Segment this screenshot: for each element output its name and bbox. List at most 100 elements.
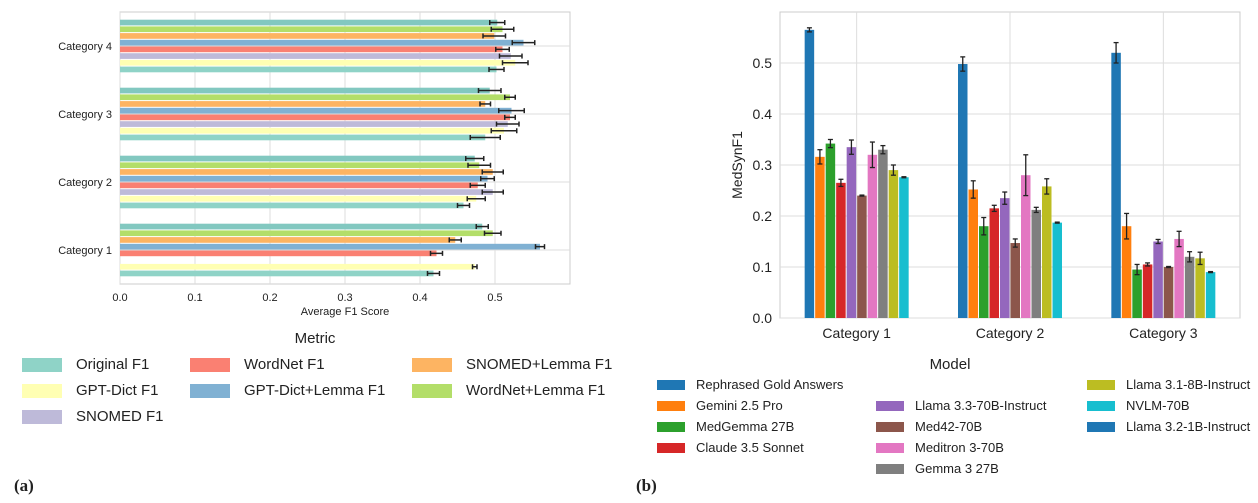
bar-wordnet-f1 (120, 46, 503, 53)
legend-swatch (412, 357, 452, 372)
x-tick-label: 0.5 (487, 292, 502, 304)
bar-series-7 (120, 155, 475, 162)
bar-snomed-lemma-f1 (120, 101, 486, 107)
legend-label: MedGemma 27B (696, 419, 795, 434)
bar-original-f1 (120, 66, 497, 73)
legend-item-gpt-dict-lemma-f1: GPT-Dict+Lemma F1 (190, 382, 385, 399)
bar-series-7 (120, 87, 490, 94)
legend-label: Llama 3.3-70B-Instruct (915, 398, 1047, 413)
bar-nvlm-70b (1052, 222, 1062, 318)
bar-original-f1 (120, 134, 486, 141)
y-tick-label: 0.4 (753, 106, 773, 122)
legend-label: GPT-Dict+Lemma F1 (244, 382, 386, 399)
x-tick-label: 0.0 (112, 292, 127, 304)
bar-snomed-lemma-f1 (120, 33, 495, 39)
bar-gpt-dict-lemma-f1 (120, 243, 540, 250)
legend-swatch (1087, 400, 1115, 411)
bar-series-7 (120, 223, 483, 230)
legend-item-gpt-dict-f1: GPT-Dict F1 (22, 382, 159, 399)
legend-item-llama-3-2-1b-instruct: Llama 3.2-1B-Instruct (1087, 419, 1250, 434)
legend-label: SNOMED+Lemma F1 (466, 356, 613, 373)
legend-swatch (1087, 421, 1115, 432)
bar-gpt-dict-lemma-f1 (120, 107, 512, 114)
bar-llama-3-3-70b-instruct (1153, 241, 1163, 318)
bar-snomed-lemma-f1 (120, 169, 493, 175)
legend-a: Original F1 GPT-Dict F1 SNOMED F1 WordNet F… (22, 356, 612, 425)
legend-label: Rephrased Gold Answers (696, 377, 844, 392)
x-axis-label: Average F1 Score (301, 306, 389, 318)
bar-claude-3-5-sonnet (989, 208, 999, 318)
legend-label: SNOMED F1 (76, 408, 164, 425)
legend-swatch (657, 379, 685, 390)
y-axis-label: MedSynF1 (729, 131, 745, 199)
bar-gpt-dict-lemma-f1 (120, 175, 488, 182)
legend-swatch (657, 400, 685, 411)
bar-claude-3-5-sonnet (1142, 264, 1153, 318)
x-tick-label: Category 1 (822, 325, 891, 341)
x-tick-label: 0.4 (412, 292, 427, 304)
bar-wordnet-lemma-f1 (120, 26, 503, 33)
legend-item-original-f1: Original F1 (22, 356, 149, 373)
legend-label: Gemma 3 27B (915, 461, 999, 476)
legend-item-medgemma-27b: MedGemma 27B (657, 419, 794, 434)
legend-swatch (876, 421, 904, 432)
bar-gpt-dict-f1 (120, 127, 504, 134)
chart-a: 0.0 0.1 0.2 0.3 0.4 0.5 Category 1 Category 2 Ca… (58, 11, 571, 318)
legend-swatch (412, 383, 452, 398)
legend-item-snomed-lemma-f1: SNOMED+Lemma F1 (412, 356, 612, 373)
y-tick-label: 0.2 (753, 208, 773, 224)
legend-item-llama-3-1-8b-instruct: Llama 3.1-8B-Instruct (1087, 377, 1250, 392)
bar-med42-70b (857, 195, 867, 318)
bar-gpt-dict-f1 (120, 263, 475, 270)
bar-gemma-3-27b (878, 149, 888, 318)
bar-rephrased-gold-answers (1111, 52, 1121, 319)
legend-swatch (22, 409, 62, 424)
legend-swatch (657, 442, 685, 453)
legend-label: Original F1 (76, 356, 150, 373)
y-tick-label: 0.1 (753, 259, 773, 275)
legend-label: Med42-70B (915, 419, 983, 434)
bar-snomed-f1 (120, 121, 508, 127)
bar-gemini-2-5-pro (968, 189, 978, 318)
bar-wordnet-f1 (120, 114, 510, 121)
bar-claude-3-5-sonnet (836, 182, 846, 318)
legend-swatch (190, 357, 230, 372)
bar-rephrased-gold-answers (958, 64, 968, 319)
bar-wordnet-f1 (120, 250, 437, 257)
bar-gpt-dict-f1 (120, 59, 516, 66)
legend-a-title: Metric (294, 330, 336, 347)
bar-gemma-3-27b (1184, 256, 1195, 318)
bar-snomed-f1 (120, 53, 511, 59)
bar-llama-3-1-8b-instruct (1195, 258, 1205, 318)
legend-swatch (876, 463, 904, 474)
bar-wordnet-f1 (120, 182, 478, 189)
legend-item-rephrased-gold-answers: Rephrased Gold Answers (657, 377, 843, 392)
bar-snomed-f1 (120, 189, 493, 195)
legend-label: Gemini 2.5 Pro (696, 398, 783, 413)
x-tick-label: 0.2 (262, 292, 277, 304)
y-tick-label: Category 2 (58, 177, 112, 189)
legend-item-gemini-2-5-pro: Gemini 2.5 Pro (657, 398, 783, 413)
bar-wordnet-lemma-f1 (120, 230, 493, 237)
y-tick-label: 0.5 (753, 55, 773, 71)
legend-swatch (190, 383, 230, 398)
bar-snomed-lemma-f1 (120, 237, 456, 243)
bar-med42-70b (1163, 267, 1174, 318)
x-tick-label: 0.3 (337, 292, 352, 304)
bar-wordnet-lemma-f1 (120, 162, 480, 169)
legend-label: WordNet F1 (244, 356, 325, 373)
legend-label: GPT-Dict F1 (76, 382, 159, 399)
legend-item-llama-3-3-70b-instruct: Llama 3.3-70B-Instruct (876, 398, 1047, 413)
bar-gpt-dict-lemma-f1 (120, 39, 524, 46)
legend-swatch (876, 442, 904, 453)
bar-meditron-3-70b (1174, 238, 1184, 318)
legend-item-snomed-f1: SNOMED F1 (22, 408, 164, 425)
legend-label: WordNet+Lemma F1 (466, 382, 606, 399)
bar-meditron-3-70b (867, 154, 878, 318)
legend-item-gemma-3-27b: Gemma 3 27B (876, 461, 999, 476)
legend-item-meditron-3-70b: Meditron 3-70B (876, 440, 1004, 455)
bar-rephrased-gold-answers (804, 29, 815, 318)
bar-nvlm-70b (899, 177, 909, 318)
legend-label: Llama 3.2-1B-Instruct (1126, 419, 1251, 434)
